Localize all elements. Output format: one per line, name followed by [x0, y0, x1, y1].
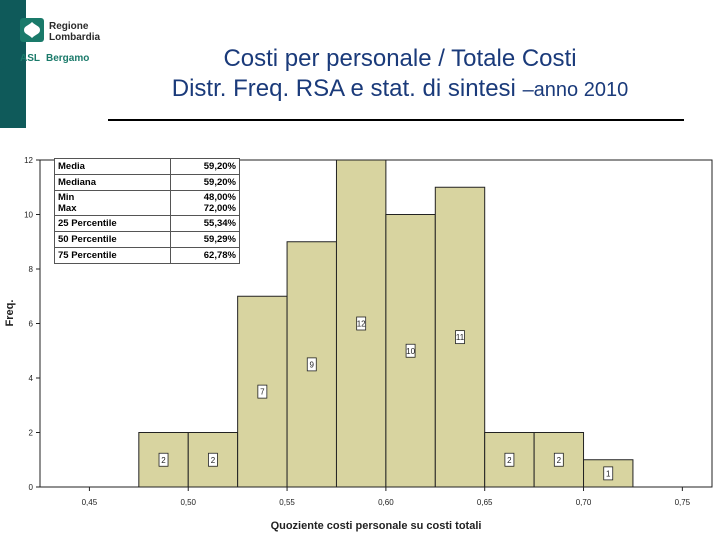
stats-value: 59,20% — [170, 158, 240, 175]
stats-value: 48,00% 72,00% — [170, 190, 240, 216]
stats-value: 55,34% — [170, 215, 240, 232]
stats-row: 25 Percentile 55,34% — [54, 215, 240, 232]
logo-line1: Regione — [49, 21, 89, 32]
stats-label: Min Max — [54, 190, 171, 216]
stats-label: 75 Percentile — [54, 247, 171, 264]
stats-row: Media 59,20% — [54, 158, 240, 175]
bar-label-box — [553, 452, 564, 467]
logo-graphic: Regione Lombardia ASL Bergamo — [0, 0, 101, 128]
bar-label: 1 — [606, 469, 611, 478]
title-line1: Costi per personale / Totale Costi — [223, 45, 577, 72]
stats-value-min: 48,00% — [203, 192, 236, 203]
stats-value: 59,29% — [170, 231, 240, 248]
y-tick-label: 2 — [29, 429, 34, 438]
stats-row: 50 Percentile 59,29% — [54, 231, 240, 248]
y-tick-label: 4 — [29, 374, 34, 383]
stats-value: 59,20% — [170, 174, 240, 191]
x-tick-label: 0,65 — [477, 498, 493, 507]
x-tick-label: 0,50 — [180, 498, 196, 507]
y-tick-label: 10 — [24, 211, 33, 220]
bar-label: 10 — [406, 347, 415, 356]
logo-teal-curve — [0, 40, 26, 128]
bar-label: 2 — [161, 456, 166, 465]
stats-label-min: Min — [58, 192, 75, 203]
logo-city: Bergamo — [46, 53, 89, 64]
title-line2: Distr. Freq. RSA e stat. di sintesi — [171, 75, 516, 102]
bar-label: 11 — [456, 333, 465, 342]
stats-row: Min Max 48,00% 72,00% — [54, 190, 240, 216]
title-divider — [108, 119, 684, 121]
stats-label-max: Max — [58, 203, 77, 214]
y-tick-label: 0 — [29, 483, 34, 492]
histogram-bar — [237, 295, 288, 488]
bar-label-box — [405, 343, 416, 358]
y-tick-label: 8 — [29, 265, 34, 274]
bar-label-box — [603, 466, 614, 481]
page-title: Costi per personale / Totale Costi Distr… — [100, 44, 700, 105]
bar-label-box — [306, 357, 317, 372]
logo-line2: Lombardia — [49, 32, 101, 43]
bar-label-box — [208, 452, 218, 467]
x-axis-label: Quoziente costi personale su costi total… — [271, 520, 482, 532]
stats-value: 62,78% — [170, 247, 240, 264]
y-tick-label: 6 — [29, 320, 34, 329]
logo-flower-icon — [24, 22, 40, 38]
stats-label: 50 Percentile — [54, 231, 171, 248]
bar-label-box — [455, 330, 465, 345]
bar-label: 12 — [357, 320, 366, 329]
stats-row: Mediana 59,20% — [54, 174, 240, 191]
x-tick-label: 0,70 — [576, 498, 592, 507]
bar-label-box — [504, 452, 515, 467]
logo-asl: ASL — [20, 53, 40, 64]
bar-label: 2 — [211, 456, 216, 465]
bar-label: 2 — [507, 456, 512, 465]
title-line2-wrap: Distr. Freq. RSA e stat. di sintesi –ann… — [100, 74, 700, 105]
bar-label-box — [158, 452, 169, 467]
bar-label: 2 — [557, 456, 562, 465]
stats-value-max: 72,00% — [203, 203, 236, 214]
x-tick-label: 0,45 — [82, 498, 98, 507]
stats-label: Media — [54, 158, 171, 175]
title-suffix: –anno 2010 — [522, 79, 629, 101]
stats-label: Mediana — [54, 174, 171, 191]
bar-label-box — [356, 316, 367, 331]
bar-label: 7 — [260, 388, 265, 397]
stats-label: 25 Percentile — [54, 215, 171, 232]
bar-label-box — [257, 384, 268, 399]
x-tick-label: 0,60 — [378, 498, 394, 507]
x-tick-label: 0,75 — [675, 498, 691, 507]
logo: Regione Lombardia ASL Bergamo — [0, 0, 110, 128]
histogram-chart: 2 2 7 9 12 10 11 2 2 1 0 2 4 6 8 10 12 0,45 0,50 0,55 0,60 0… — [4, 156, 713, 532]
x-tick-label: 0,55 — [279, 498, 295, 507]
y-tick-label: 12 — [24, 156, 33, 165]
stats-row: 75 Percentile 62,78% — [54, 247, 240, 264]
stats-table: Media 59,20% Mediana 59,20% Min Max 48,00% 72,0… — [54, 158, 240, 264]
y-axis-label: Freq. — [4, 300, 16, 327]
bar-label: 9 — [310, 360, 315, 369]
